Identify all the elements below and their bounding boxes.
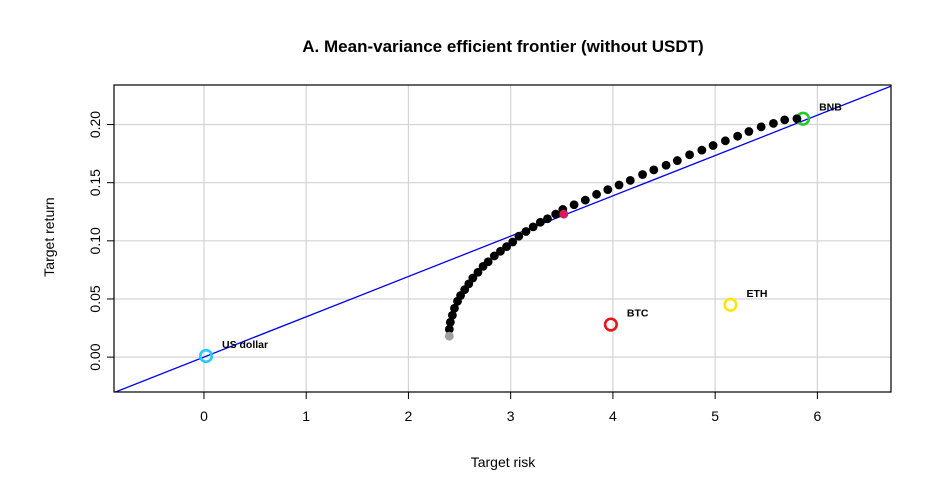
frontier-point — [502, 242, 511, 252]
frontier-point — [685, 150, 694, 160]
asset-marker-eth — [723, 297, 738, 312]
frontier-point — [638, 170, 647, 179]
frontier-point — [614, 180, 624, 190]
tangency-point — [559, 209, 569, 219]
chart-title: A. Mean-variance efficient frontier (wit… — [302, 37, 703, 56]
frontier-point — [580, 195, 590, 205]
frontier-point — [603, 185, 613, 195]
frontier-point — [697, 145, 707, 155]
frontier-point — [551, 209, 561, 219]
frontier-point — [733, 131, 743, 141]
frontier-point — [780, 115, 790, 125]
y-axis-label: Target return — [41, 197, 57, 276]
x-tick-label: 0 — [200, 408, 208, 424]
frontier-point — [528, 222, 538, 232]
asset-label-eth: ETH — [746, 288, 767, 300]
frontier-endpoint — [792, 114, 802, 123]
y-tick-label: 0.00 — [87, 343, 103, 370]
x-tick-label: 5 — [711, 408, 719, 424]
y-tick-label: 0.05 — [87, 285, 103, 312]
min-variance-point — [444, 331, 454, 341]
capital-market-line — [114, 85, 891, 392]
plot-border — [113, 84, 892, 393]
frontier-point — [489, 251, 499, 261]
frontier-point — [756, 122, 766, 132]
y-tick-label: 0.20 — [87, 111, 103, 138]
frontier-point — [592, 189, 601, 199]
frontier-point — [625, 175, 635, 185]
asset-label-bnb: BNB — [819, 102, 842, 114]
frontier-point — [543, 214, 552, 224]
frontier-point — [744, 127, 754, 136]
frontier-point — [445, 317, 455, 327]
asset-label-us-dollar: US dollar — [222, 339, 268, 351]
plot-area: 0 1 2 3 4 5 6 0.00 0.05 0.10 0.15 0.20 US dollar BTC E… — [87, 84, 892, 424]
frontier-point — [514, 231, 524, 241]
x-tick-label: 4 — [609, 408, 617, 424]
x-tick-label: 6 — [813, 408, 821, 424]
x-tick-label: 2 — [405, 408, 413, 424]
frontier-point — [672, 156, 682, 165]
frontier-point — [569, 200, 579, 210]
frontier-point — [661, 160, 671, 170]
frontier-point — [535, 217, 545, 227]
frontier-point — [508, 237, 518, 247]
frontier-point — [769, 118, 778, 128]
y-tick-label: 0.15 — [87, 169, 103, 196]
frontier-point — [708, 141, 718, 150]
x-tick-label: 1 — [302, 408, 310, 424]
asset-label-btc: BTC — [627, 308, 649, 320]
y-tick-label: 0.10 — [87, 227, 103, 254]
frontier-point — [649, 165, 659, 175]
x-axis-label: Target risk — [471, 454, 537, 470]
frontier-point — [483, 257, 493, 267]
asset-marker-us-dollar — [198, 348, 214, 364]
asset-marker-btc — [603, 317, 618, 332]
frontier-point — [720, 136, 730, 146]
frontier-point — [450, 303, 459, 313]
frontier-point — [468, 273, 478, 283]
x-tick-label: 3 — [507, 408, 515, 424]
frontier-point — [444, 324, 454, 334]
frontier-point — [521, 227, 531, 236]
frontier-point — [496, 246, 505, 256]
frontier-point — [448, 310, 457, 320]
frontier-point — [473, 267, 483, 277]
